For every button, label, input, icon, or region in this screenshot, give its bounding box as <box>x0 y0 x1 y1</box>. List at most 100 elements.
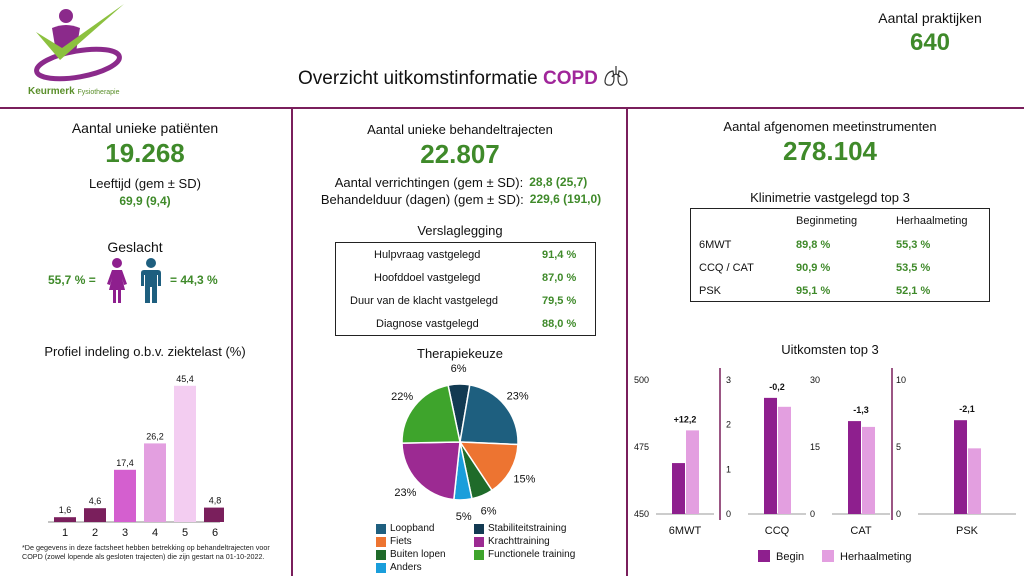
bar <box>114 469 136 522</box>
legend-label: Anders <box>390 562 422 573</box>
klin-row-name: CCQ / CAT <box>699 262 754 274</box>
x-tick-label: 5 <box>182 527 188 539</box>
bar-begin <box>672 463 685 514</box>
legend-swatch <box>376 549 386 560</box>
slice-label: 6% <box>481 505 497 517</box>
panel-label: PSK <box>956 525 979 537</box>
bar <box>204 507 224 522</box>
logo-icon <box>34 4 124 82</box>
y-tick-label: 475 <box>634 442 649 452</box>
header-divider <box>0 107 1024 109</box>
age-label: Leeftijd (gem ± SD) <box>89 176 201 191</box>
pie-slice <box>458 441 519 492</box>
logo-subtext: Fysiotherapie <box>77 89 120 96</box>
data-label: 4,6 <box>89 496 102 506</box>
panel-label: CAT <box>850 525 871 537</box>
klin-row-begin: 90,9 % <box>796 262 831 274</box>
meet-value: 278.104 <box>783 136 877 166</box>
therapie-pie-chart: 6% 23% 15% 6% 5% 23% 22% <box>391 363 536 522</box>
y-tick-label: 10 <box>896 375 906 385</box>
traj-value: 22.807 <box>420 139 500 169</box>
klin-header: Herhaalmeting <box>896 215 968 227</box>
klinimetrie-table: Beginmeting Herhaalmeting 6MWT 89,8 % 55… <box>690 208 990 302</box>
x-tick-label: 6 <box>212 527 218 539</box>
klin-row-herhaal: 52,1 % <box>896 285 931 297</box>
data-label: 17,4 <box>116 458 134 468</box>
profile-title: Profiel indeling o.b.v. ziektelast (%) <box>44 344 246 359</box>
slice-label: 23% <box>507 391 529 403</box>
bar-herhaal <box>862 426 875 514</box>
vl-row-label: Diagnose vastgelegd <box>376 318 479 330</box>
legend-swatch <box>376 523 386 534</box>
diff-label: -0,2 <box>769 382 785 392</box>
y-tick-label: 450 <box>634 509 649 519</box>
klin-row-name: PSK <box>699 285 722 297</box>
legend-item: Buiten lopen <box>376 549 446 560</box>
slice-label: 22% <box>391 391 413 403</box>
legend-label: Krachttraining <box>488 536 550 547</box>
column-divider-1 <box>291 108 293 576</box>
male-value: = 44,3 % <box>170 273 218 287</box>
legend-label: Begin <box>776 551 804 563</box>
title-prefix: Overzicht uitkomstinformatie <box>298 68 543 89</box>
column-divider-2 <box>626 108 628 576</box>
data-label: 26,2 <box>146 431 164 441</box>
pie-slice <box>401 441 461 501</box>
legend-label: Stabiliteitstraining <box>488 523 567 534</box>
legend-swatch <box>758 550 770 562</box>
slice-label: 6% <box>451 363 467 375</box>
practices-label: Aantal praktijken <box>878 10 982 26</box>
bar <box>174 385 196 522</box>
logo-text: Keurmerk <box>28 86 75 97</box>
diff-label: +12,2 <box>674 414 697 424</box>
slice-label: 23% <box>394 487 416 499</box>
data-label: 4,8 <box>209 496 222 506</box>
pie-slice <box>401 384 461 444</box>
bar <box>84 508 106 522</box>
legend-swatch <box>474 549 484 560</box>
legend-item: Krachttraining <box>474 536 550 547</box>
slice-label: 5% <box>456 511 472 522</box>
legend-label: Loopband <box>390 523 435 534</box>
y-tick-label: 0 <box>810 509 815 519</box>
therapie-title: Therapiekeuze <box>417 346 503 361</box>
panel-label: 6MWT <box>669 525 702 537</box>
data-label: 45,4 <box>176 374 194 384</box>
x-tick-label: 4 <box>152 527 158 539</box>
traj-label: Aantal unieke behandeltrajecten <box>367 122 553 137</box>
y-tick-label: 5 <box>896 442 901 452</box>
x-tick-label: 3 <box>122 527 128 539</box>
verr-value: 28,8 (25,7) <box>529 175 588 189</box>
title-highlight: COPD <box>542 68 598 89</box>
klin-row-herhaal: 53,5 % <box>896 262 931 274</box>
legend-swatch <box>822 550 834 562</box>
female-value: 55,7 % = <box>48 273 96 287</box>
vl-row-label: Duur van de klacht vastgelegd <box>350 295 498 307</box>
bar-begin <box>954 420 967 514</box>
female-icon <box>107 258 127 303</box>
verr-label: Aantal verrichtingen (gem ± SD): <box>334 175 524 190</box>
verslaglegging-title: Verslaglegging <box>417 223 503 238</box>
patients-label: Aantal unieke patiënten <box>71 120 219 136</box>
y-tick-label: 0 <box>726 509 731 519</box>
y-tick-label: 1 <box>726 464 731 474</box>
y-tick-label: 3 <box>726 375 731 385</box>
bar-herhaal <box>686 430 699 514</box>
vl-row-label: Hoofddoel vastgelegd <box>374 272 481 284</box>
legend-item: Anders <box>376 562 422 573</box>
age-value: 69,9 (9,4) <box>119 194 171 208</box>
legend-label: Buiten lopen <box>390 549 446 560</box>
verslaglegging-table: Hulpvraag vastgelegd 91,4 % Hoofddoel va… <box>335 242 596 336</box>
bar-herhaal <box>968 448 981 514</box>
x-tick-label: 2 <box>92 527 98 539</box>
x-tick-label: 1 <box>62 527 68 539</box>
y-tick-label: 30 <box>810 375 820 385</box>
vl-row-value: 87,0 % <box>542 272 577 284</box>
duur-label: Behandelduur (dagen) (gem ± SD): <box>320 192 524 207</box>
patients-value: 19.268 <box>105 138 185 168</box>
panel-label: CCQ <box>765 525 790 537</box>
footnote: *De gegevens in deze factsheet hebben be… <box>22 543 270 561</box>
therapie-legend: Loopband Stabiliteitstraining Fiets Krachtt… <box>376 523 606 575</box>
gender-label: Geslacht <box>107 239 163 255</box>
profile-bar-chart: 1,6 1 4,6 2 17,4 3 26,2 4 45,4 5 4,8 6 <box>48 374 224 539</box>
